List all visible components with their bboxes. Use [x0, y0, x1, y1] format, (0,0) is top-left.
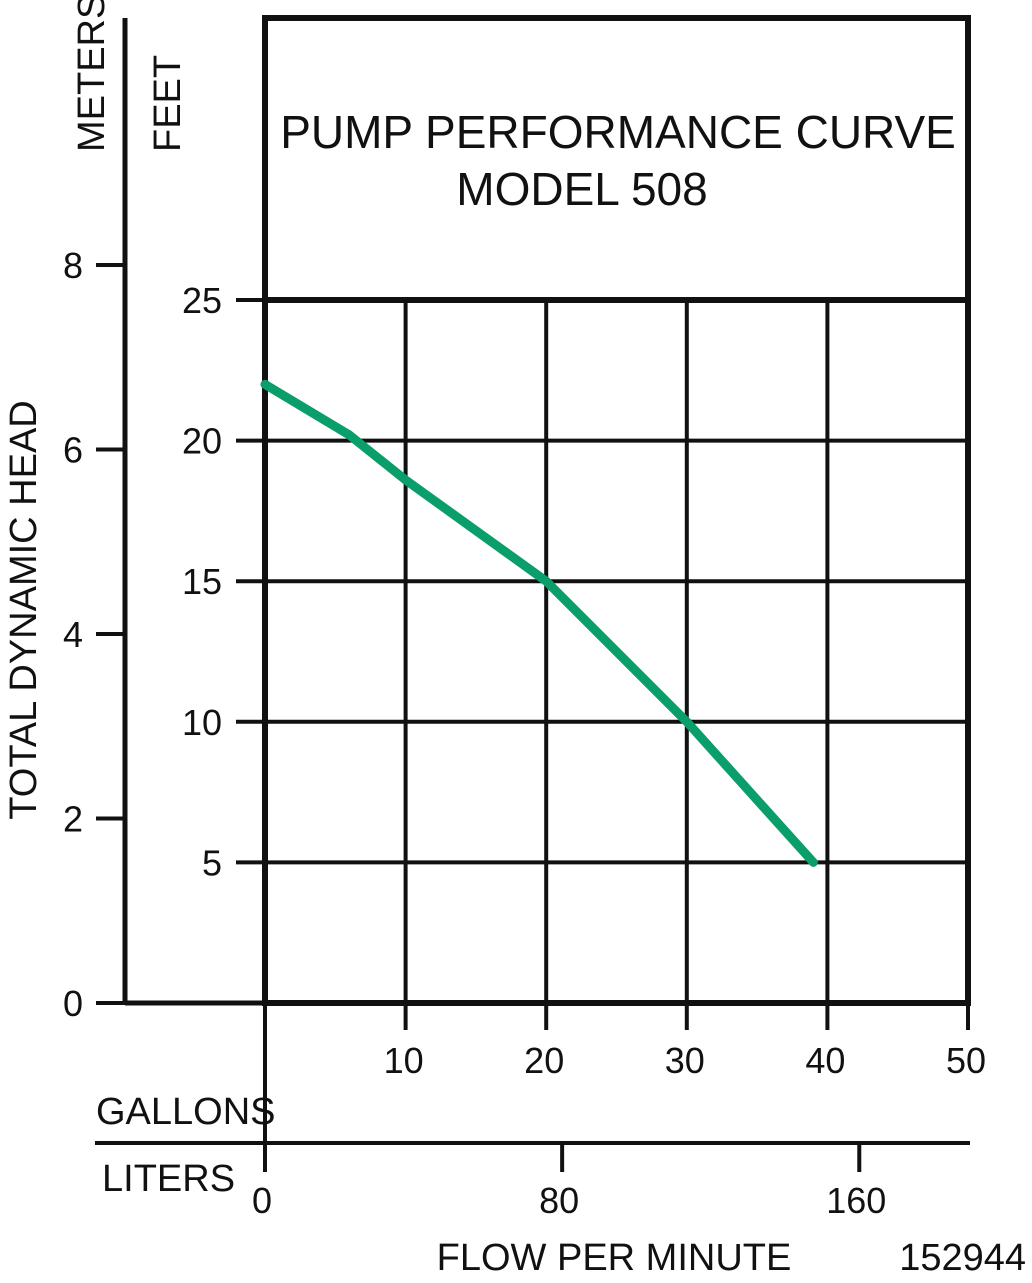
- liters-tick-label: 80: [539, 1180, 579, 1221]
- meters-tick-label: 4: [63, 614, 83, 655]
- feet-tick-label: 5: [202, 842, 222, 883]
- title-box: [262, 15, 971, 303]
- chart-subtitle: MODEL 508: [456, 163, 707, 215]
- chart-title: PUMP PERFORMANCE CURVE: [280, 106, 956, 158]
- gallons-tick-label: 40: [805, 1040, 845, 1081]
- liters-tick-label: 160: [826, 1180, 886, 1221]
- meters-unit-label: METERS: [71, 0, 113, 152]
- liters-tick-label: 0: [252, 1180, 272, 1221]
- feet-tick-label: 20: [182, 421, 222, 462]
- y-axis-label: TOTAL DYNAMIC HEAD: [3, 400, 45, 819]
- liters-unit-label: LITERS: [102, 1158, 235, 1200]
- figure-id: 152944: [899, 1237, 1026, 1279]
- liters-axis-ticks: 0 80 160: [252, 1143, 886, 1221]
- meters-tick-label: 2: [63, 799, 83, 840]
- grid-lines: [265, 300, 968, 1003]
- feet-tick-label: 15: [182, 561, 222, 602]
- gallons-tick-label: 50: [946, 1040, 986, 1081]
- gallons-tick-label: 30: [665, 1040, 705, 1081]
- gallons-unit-label: GALLONS: [96, 1091, 276, 1133]
- gallons-axis-ticks: 10 20 30 40 50: [263, 1003, 986, 1143]
- feet-tick-label: 10: [182, 702, 222, 743]
- performance-curve: [260, 379, 818, 867]
- plot-frame: [262, 297, 971, 1006]
- meters-axis-ticks: 0 2 4 6 8: [63, 245, 125, 1024]
- feet-axis-ticks: 5 10 15 20 25: [182, 280, 265, 883]
- gallons-tick-label: 10: [384, 1040, 424, 1081]
- feet-tick-label: 25: [182, 280, 222, 321]
- x-axis-label: FLOW PER MINUTE: [437, 1237, 792, 1279]
- meters-tick-label: 6: [63, 430, 83, 471]
- gallons-tick-label: 20: [524, 1040, 564, 1081]
- meters-tick-label: 8: [63, 245, 83, 286]
- meters-tick-label: 0: [63, 983, 83, 1024]
- feet-unit-label: FEET: [147, 55, 189, 152]
